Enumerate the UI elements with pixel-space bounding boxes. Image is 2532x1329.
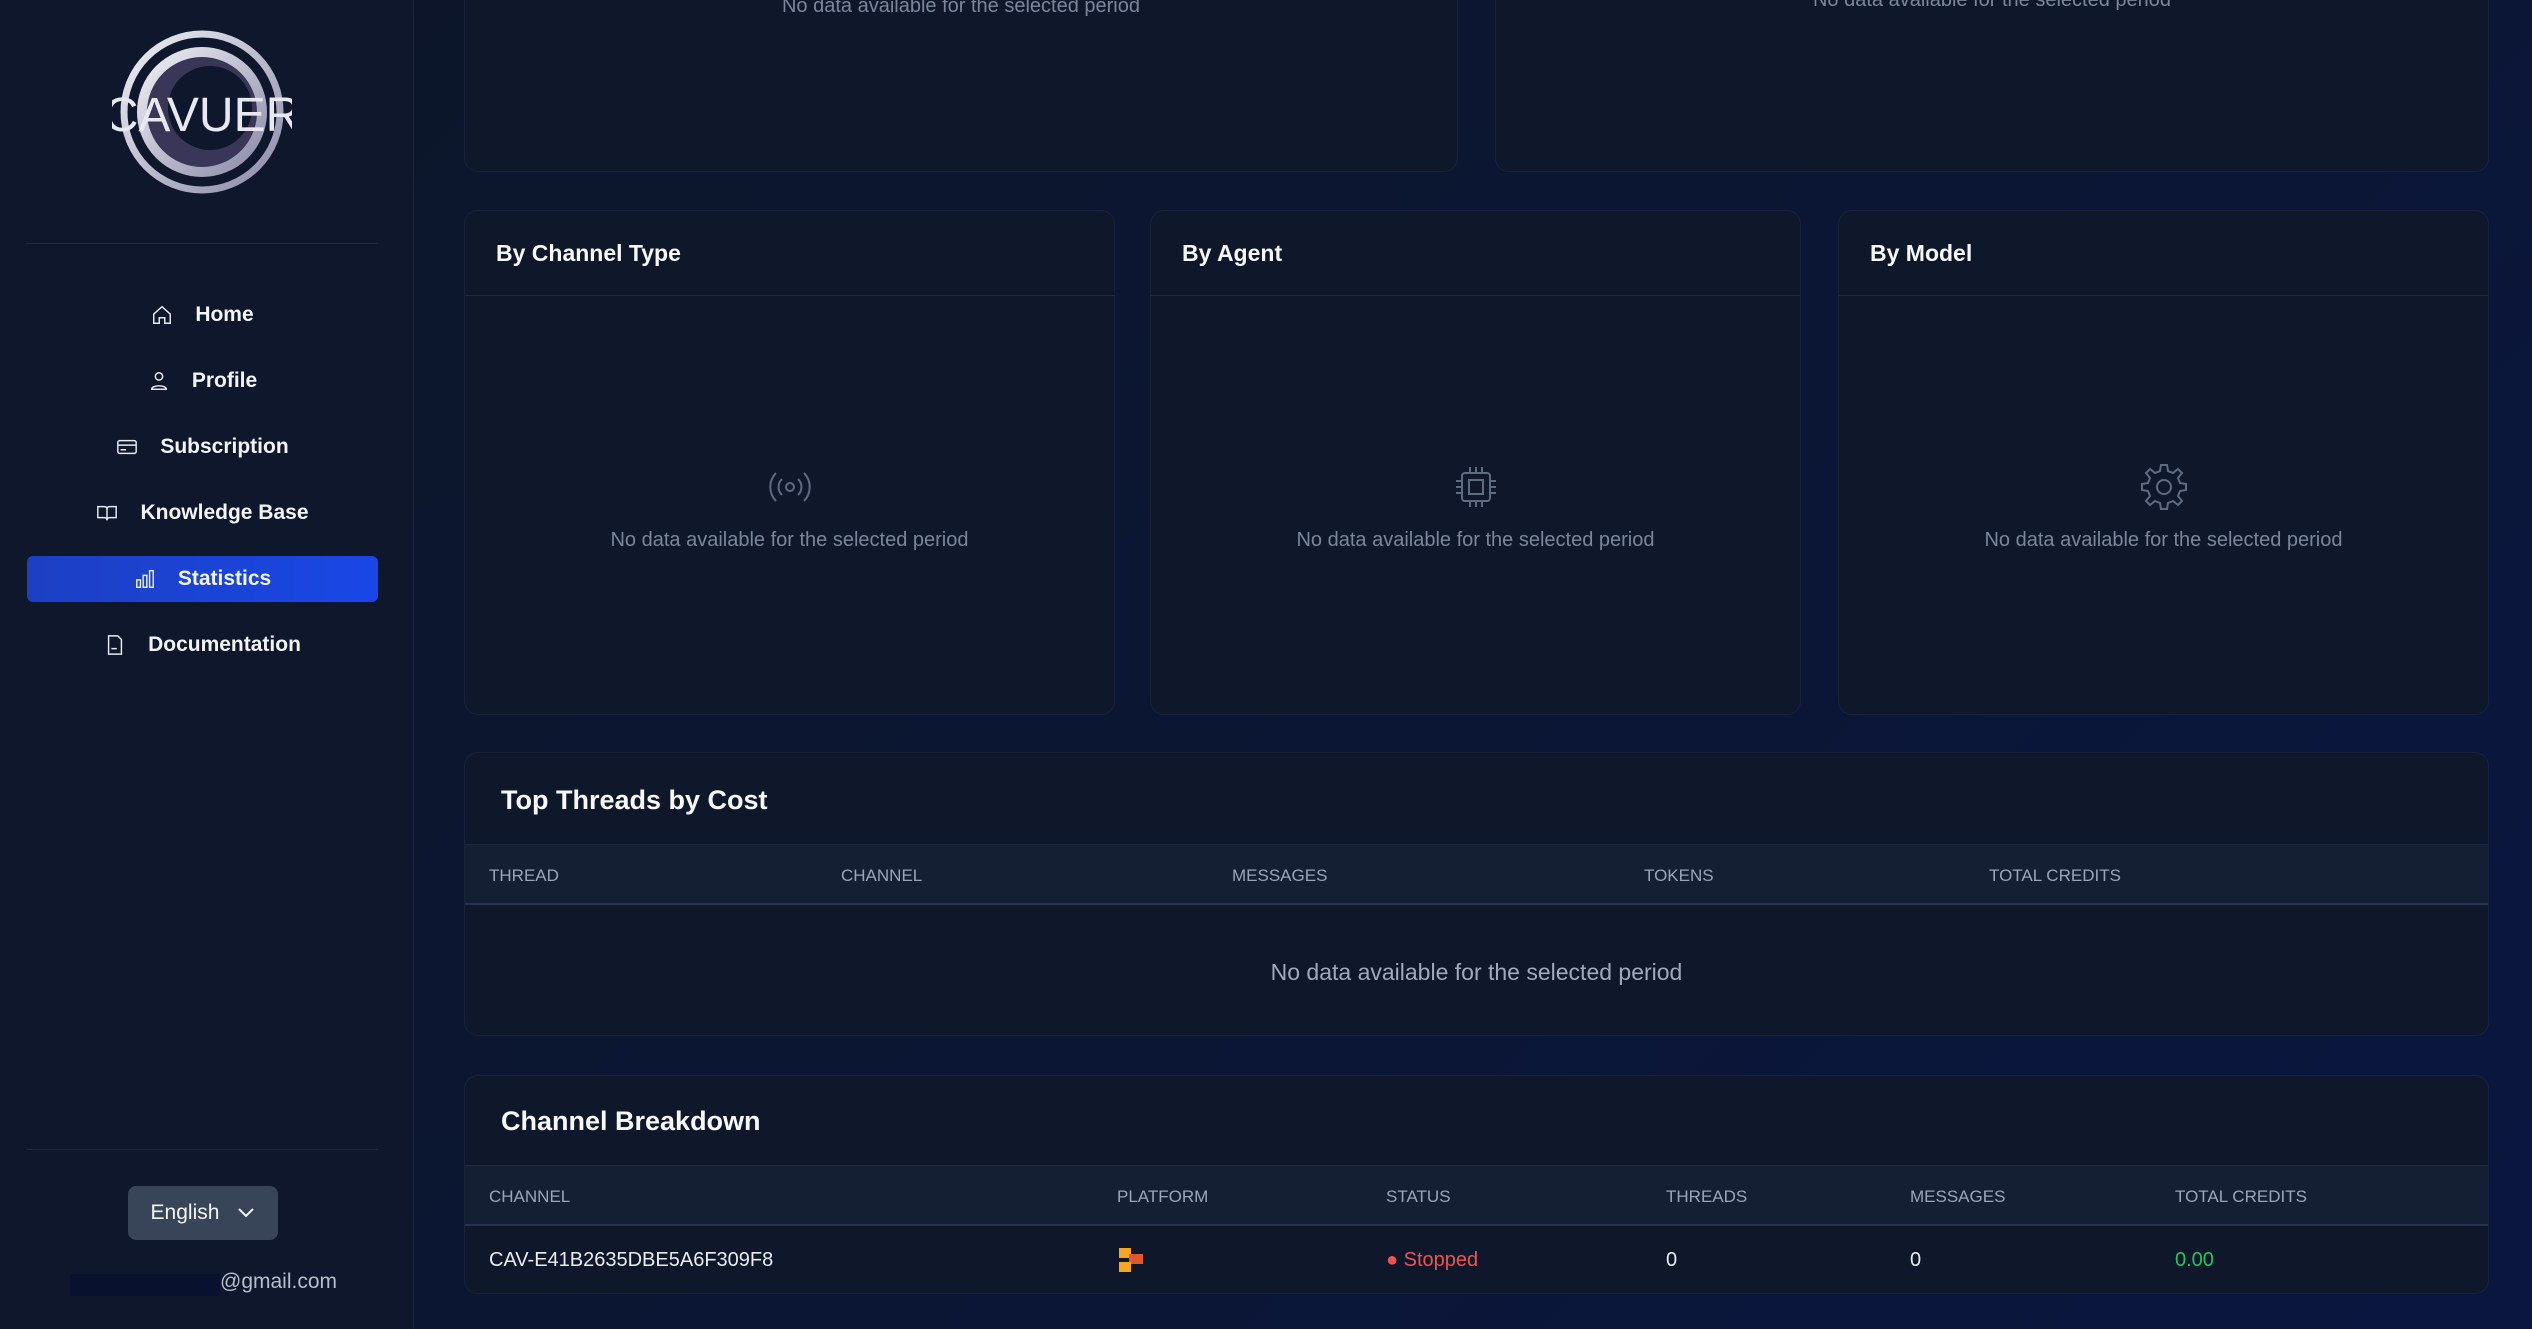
sidebar-item-label: Home	[195, 303, 254, 326]
section-title: Top Threads by Cost	[501, 785, 768, 815]
by-model-card: By Model No data available for the selec…	[1838, 210, 2489, 715]
column-header[interactable]: THREAD	[489, 866, 559, 885]
chart-card: No data available for the selected perio…	[1495, 0, 2489, 172]
threads-count: 0	[1666, 1249, 1678, 1271]
email-text: @gmail.com	[220, 1270, 338, 1293]
column-header[interactable]: TOTAL CREDITS	[1989, 866, 2121, 885]
card-title: By Agent	[1151, 211, 1800, 296]
column-header[interactable]: STATUS	[1386, 1187, 1451, 1206]
language-label: English	[150, 1201, 220, 1224]
by-agent-card: By Agent No data available for the selec…	[1150, 210, 1801, 715]
sidebar-item-label: Documentation	[148, 633, 301, 656]
home-icon	[153, 305, 172, 324]
column-header[interactable]: PLATFORM	[1117, 1187, 1209, 1206]
book-icon	[97, 505, 118, 521]
sidebar-item-label: Knowledge Base	[140, 501, 309, 524]
empty-message: No data available for the selected perio…	[610, 529, 969, 551]
empty-message: No data available for the selected perio…	[1296, 529, 1655, 551]
column-header[interactable]: TOKENS	[1644, 866, 1714, 885]
card-title: By Channel Type	[465, 211, 1114, 296]
status-text: Stopped	[1403, 1249, 1479, 1271]
email-redaction	[70, 1274, 220, 1296]
messages-count: 0	[1910, 1249, 1922, 1271]
sidebar-item-statistics[interactable]: Statistics	[27, 556, 378, 602]
table-header: THREAD CHANNEL MESSAGES TOKENS TOTAL CRE…	[465, 844, 2488, 905]
sidebar: CAVUER Home Profile Subscription Knowled…	[0, 0, 414, 1329]
sidebar-divider	[26, 1149, 378, 1150]
chevron-down-icon	[238, 1208, 255, 1218]
gear-icon	[2140, 464, 2187, 510]
user-email: @gmail.com	[70, 1270, 337, 1296]
language-select[interactable]: English	[128, 1186, 278, 1240]
credit-card-icon	[117, 439, 138, 455]
column-header[interactable]: MESSAGES	[1910, 1187, 2006, 1206]
bar-chart-icon	[135, 570, 154, 588]
chart-card: No data available for the selected perio…	[464, 0, 1458, 172]
sidebar-item-label: Subscription	[160, 435, 289, 458]
status-badge: ● Stopped	[1386, 1249, 1478, 1272]
column-header[interactable]: TOTAL CREDITS	[2175, 1187, 2307, 1206]
sidebar-item-home[interactable]: Home	[27, 292, 378, 338]
column-header[interactable]: THREADS	[1666, 1187, 1748, 1206]
empty-message: No data available for the selected perio…	[1984, 529, 2343, 551]
empty-message: No data available for the selected perio…	[1812, 0, 2171, 11]
sidebar-item-knowledge-base[interactable]: Knowledge Base	[27, 490, 378, 536]
sidebar-item-profile[interactable]: Profile	[27, 358, 378, 404]
top-threads-card: Top Threads by Cost THREAD CHANNEL MESSA…	[464, 752, 2489, 1036]
user-icon	[150, 372, 167, 390]
section-title: Channel Breakdown	[501, 1106, 761, 1136]
empty-message: No data available for the selected perio…	[1270, 959, 1683, 985]
sidebar-item-label: Profile	[191, 369, 258, 392]
sidebar-divider	[26, 243, 378, 244]
column-header[interactable]: CHANNEL	[489, 1187, 571, 1206]
column-header[interactable]: MESSAGES	[1232, 866, 1328, 885]
status-dot-icon: ●	[1386, 1249, 1404, 1271]
cpu-icon	[1455, 467, 1496, 507]
svg-text:CAVUER: CAVUER	[112, 89, 292, 142]
channel-id: CAV-E41B2635DBE5A6F309F8	[489, 1249, 774, 1271]
sidebar-item-documentation[interactable]: Documentation	[27, 622, 378, 668]
column-header[interactable]: CHANNEL	[841, 866, 923, 885]
empty-message: No data available for the selected perio…	[781, 0, 1140, 17]
by-channel-type-card: By Channel Type No data available for th…	[464, 210, 1115, 715]
cavuer-logo: CAVUER	[112, 30, 292, 194]
channel-breakdown-card: Channel Breakdown CHANNEL PLATFORM STATU…	[464, 1075, 2489, 1294]
total-credits: 0.00	[2175, 1249, 2214, 1271]
sidebar-item-label: Statistics	[177, 567, 272, 590]
platform-logo-icon	[1119, 1248, 1143, 1272]
broadcast-icon	[768, 472, 811, 502]
card-title: By Model	[1839, 211, 2488, 296]
table-row[interactable]: CAV-E41B2635DBE5A6F309F8 ● Stopped 0 0 0…	[465, 1228, 2488, 1288]
sidebar-item-subscription[interactable]: Subscription	[27, 424, 378, 470]
table-header: CHANNEL PLATFORM STATUS THREADS MESSAGES…	[465, 1165, 2488, 1226]
document-icon	[107, 635, 123, 655]
